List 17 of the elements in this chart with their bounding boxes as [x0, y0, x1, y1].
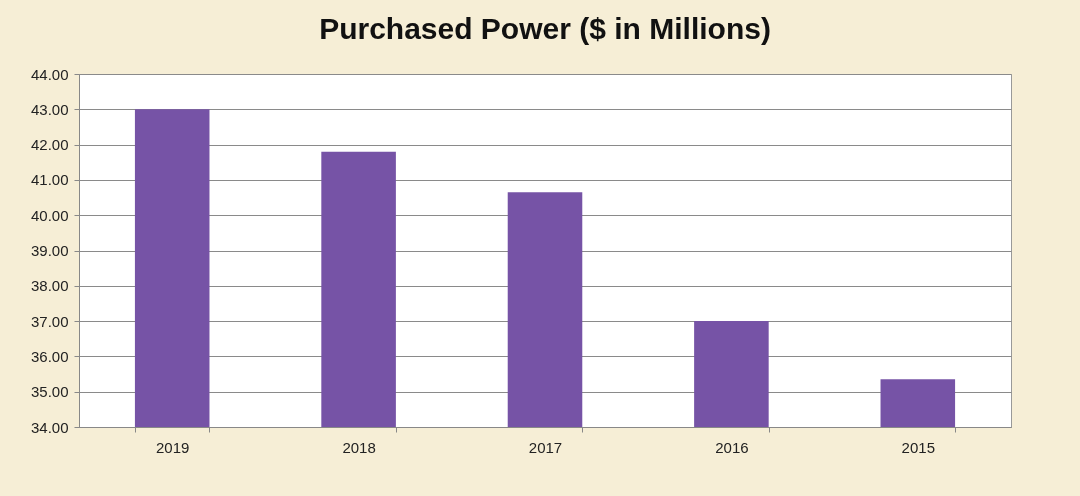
y-tick-label: 36.00: [30, 347, 69, 365]
y-tick-label: 43.00: [30, 100, 69, 118]
x-tick-label: 2018: [342, 438, 376, 456]
x-tick-label: 2015: [901, 438, 935, 456]
y-tick-label: 42.00: [30, 136, 69, 154]
y-tick-label: 40.00: [30, 206, 69, 224]
y-tick-label: 39.00: [30, 242, 69, 259]
y-tick-label: 35.00: [30, 383, 69, 401]
y-tick-label: 41.00: [30, 171, 69, 189]
y-tick-label: 34.00: [30, 418, 69, 436]
x-tick-label: 2016: [715, 438, 749, 456]
x-tick-label: 2019: [156, 438, 190, 456]
y-tick-label: 37.00: [30, 312, 69, 330]
y-tick-label: 38.00: [30, 277, 69, 295]
chart-title: Purchased Power ($ in Millions): [319, 12, 771, 45]
y-tick-label: 44.00: [30, 65, 69, 83]
x-tick-label: 2017: [528, 438, 563, 456]
